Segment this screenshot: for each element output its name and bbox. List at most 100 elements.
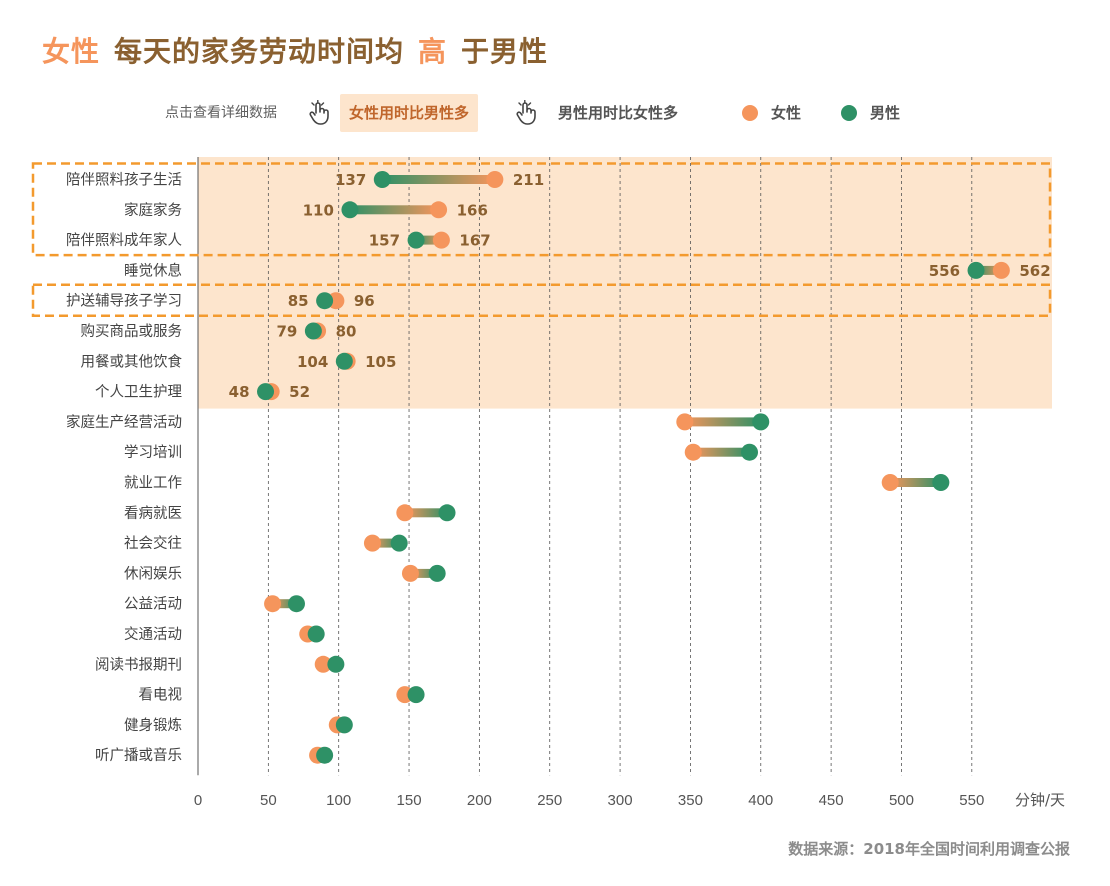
male-dot xyxy=(307,625,325,643)
category-label: 交通活动 xyxy=(124,625,182,643)
legend-item-male[interactable]: 男性 xyxy=(841,94,900,132)
female-dot xyxy=(684,443,702,461)
x-tick-label: 400 xyxy=(748,792,773,809)
category-label: 学习培训 xyxy=(124,444,182,461)
dumbbell-connector xyxy=(416,235,442,245)
category-label: 家庭生产经营活动 xyxy=(66,414,182,431)
x-tick-label: 200 xyxy=(467,792,492,809)
female-value-label: 211 xyxy=(513,171,544,189)
male-dot xyxy=(407,686,425,704)
chart-title: 女性 每天的家务劳动时间均高于男性 xyxy=(42,30,548,70)
female-value-label: 96 xyxy=(354,292,375,310)
category-label: 睡觉休息 xyxy=(124,262,182,279)
dumbbell-connector xyxy=(372,538,400,548)
male-dot xyxy=(257,383,275,401)
women-more-filter-button[interactable]: 女性用时比男性多 xyxy=(340,94,479,132)
click-hint-text: 点击查看详细数据 xyxy=(165,105,277,121)
male-dot xyxy=(752,413,770,431)
female-dot xyxy=(430,201,448,219)
female-dot xyxy=(676,413,694,431)
dumbbell-connector xyxy=(272,599,297,609)
male-dot xyxy=(304,322,322,340)
male-dot xyxy=(316,746,334,764)
dumbbell-connector xyxy=(404,508,448,518)
female-dot xyxy=(314,655,332,673)
category-label: 听广播或音乐 xyxy=(95,747,182,764)
title-part-than-men: 于男性 xyxy=(461,35,549,68)
dumbbell-connector xyxy=(976,265,1002,275)
male-value-label: 556 xyxy=(929,262,960,280)
male-value-label: 85 xyxy=(288,292,309,310)
male-dot xyxy=(327,655,345,673)
chart-controls: 点击查看详细数据 女性用时比男性多 男性用时比女性多 女性 男性 xyxy=(0,94,1110,132)
female-dot xyxy=(881,474,899,491)
male-dot xyxy=(967,261,985,279)
x-tick-label: 500 xyxy=(889,792,914,809)
highlight-band xyxy=(198,157,1052,409)
x-tick-label: 550 xyxy=(959,792,984,809)
category-label: 用餐或其他饮食 xyxy=(81,353,183,370)
male-value-label: 110 xyxy=(303,201,334,219)
male-dot xyxy=(335,352,353,370)
category-label: 看电视 xyxy=(139,687,183,704)
title-part-women: 女性 xyxy=(42,35,101,68)
x-tick-label: 0 xyxy=(194,792,202,809)
male-dot xyxy=(341,201,359,219)
male-dot xyxy=(373,171,391,188)
title-part-higher: 高 xyxy=(418,35,448,68)
male-dot xyxy=(932,474,950,491)
legend-item-female[interactable]: 女性 xyxy=(742,94,801,132)
dumbbell-connector xyxy=(410,568,438,578)
category-label: 看病就医 xyxy=(124,505,182,522)
male-value-label: 48 xyxy=(229,383,250,401)
male-dot xyxy=(390,534,408,552)
legend-label-male: 男性 xyxy=(870,104,901,122)
legend-swatch-female xyxy=(742,105,758,121)
male-dot xyxy=(335,716,353,734)
category-label: 家庭家务 xyxy=(124,202,182,219)
female-value-label: 167 xyxy=(459,232,490,250)
highlight-box xyxy=(31,283,1052,317)
category-label: 休闲娱乐 xyxy=(124,565,182,582)
category-label: 公益活动 xyxy=(124,596,182,613)
female-dot xyxy=(486,171,504,188)
male-dot xyxy=(741,443,759,461)
x-tick-label: 100 xyxy=(326,792,351,809)
male-dot xyxy=(287,595,305,613)
category-label: 个人卫生护理 xyxy=(95,384,182,401)
male-dot xyxy=(407,231,425,249)
x-tick-label: 350 xyxy=(678,792,703,809)
x-tick-label: 50 xyxy=(260,792,277,809)
male-value-label: 104 xyxy=(297,353,328,371)
category-label: 陪伴照料孩子生活 xyxy=(66,172,182,189)
category-label: 社会交往 xyxy=(124,534,182,552)
x-axis-unit-label: 分钟/天 xyxy=(1015,791,1065,809)
dumbbell-connector xyxy=(693,447,750,457)
x-tick-label: 250 xyxy=(537,792,562,809)
category-label: 购买商品或服务 xyxy=(81,323,183,340)
category-label: 护送辅导孩子学习 xyxy=(66,293,182,310)
male-dot xyxy=(438,504,456,522)
pointer-hand-icon xyxy=(308,94,334,132)
dumbbell-connector xyxy=(382,175,495,184)
female-value-label: 562 xyxy=(1019,262,1050,280)
female-dot xyxy=(401,564,419,582)
female-value-label: 52 xyxy=(289,383,310,401)
female-dot xyxy=(992,261,1010,279)
men-more-filter-button[interactable]: 男性用时比女性多 xyxy=(558,104,679,122)
legend-swatch-male xyxy=(841,105,857,121)
data-source-note: 数据来源：2018年全国时间利用调查公报 xyxy=(788,840,1070,858)
dumbbell-connector xyxy=(349,205,439,215)
highlight-box xyxy=(31,162,1052,257)
x-tick-label: 300 xyxy=(608,792,633,809)
dumbbell-connector xyxy=(890,478,941,487)
title-part-main: 每天的家务劳动时间均 xyxy=(114,35,405,68)
female-value-label: 105 xyxy=(365,353,396,371)
male-dot xyxy=(316,292,334,310)
legend-label-female: 女性 xyxy=(771,104,802,122)
x-tick-label: 450 xyxy=(819,792,844,809)
male-value-label: 157 xyxy=(369,232,400,250)
female-value-label: 80 xyxy=(336,323,357,341)
male-value-label: 137 xyxy=(335,171,366,189)
pointer-hand-icon xyxy=(515,94,541,132)
